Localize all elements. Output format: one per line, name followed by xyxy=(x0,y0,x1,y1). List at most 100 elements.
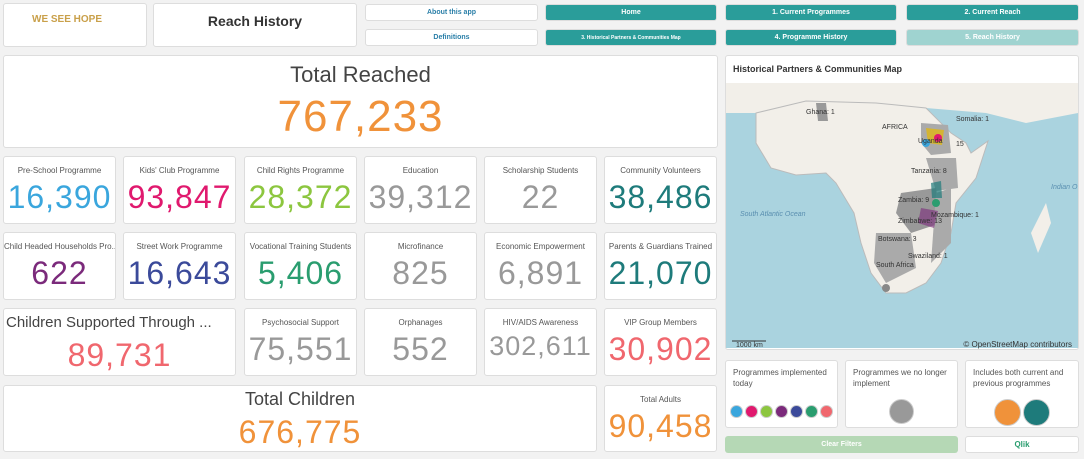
kpi-card: Scholarship Students 22 xyxy=(484,156,597,224)
region xyxy=(816,103,828,121)
logo: WE SEE HOPE xyxy=(32,14,103,25)
kpi-value: 16,390 xyxy=(7,179,112,215)
kpi-value: 767,233 xyxy=(277,92,444,141)
kpi-label: Vocational Training Students xyxy=(249,242,352,251)
qlik-logo: Qlik xyxy=(965,436,1079,453)
kpi-value: 6,891 xyxy=(497,255,584,291)
legend-dot xyxy=(730,405,743,418)
kpi-label: Scholarship Students xyxy=(502,166,579,175)
map-label: Mozambique: 1 xyxy=(931,212,979,219)
map-attribution: © OpenStreetMap contributors xyxy=(963,340,1072,349)
kpi-label: Pre-School Programme xyxy=(17,166,102,175)
kpi-card: Education 39,312 xyxy=(364,156,477,224)
nav-button[interactable]: Home xyxy=(545,4,717,21)
map-label: Zimbabwe: 13 xyxy=(898,218,942,225)
legend-dot xyxy=(745,405,758,418)
map-title: Historical Partners & Communities Map xyxy=(733,64,903,74)
map-label: AFRICA xyxy=(882,124,908,131)
kpi-label: VIP Group Members xyxy=(624,318,697,327)
kpi-card: VIP Group Members 30,902 xyxy=(604,308,717,376)
logo-box: WE SEE HOPE xyxy=(3,3,147,47)
map-label: 15 xyxy=(956,141,964,148)
total-children: Total Children 676,775 xyxy=(3,385,597,452)
clear-filters-button[interactable]: Clear Filters xyxy=(725,436,958,453)
kpi-card: Child Headed Households Pro... 622 xyxy=(3,232,116,300)
nav-button[interactable]: 5. Reach History xyxy=(906,29,1079,46)
kpi-label: Child Rights Programme xyxy=(256,166,345,175)
legend-dots xyxy=(966,399,1078,426)
legend-text: Programmes we no longer implement xyxy=(853,368,947,388)
kpi-value: 16,643 xyxy=(127,255,232,291)
legend-text: Includes both current and previous progr… xyxy=(973,368,1064,388)
nav-button[interactable]: 4. Programme History xyxy=(725,29,897,46)
nav-button[interactable]: 2. Current Reach xyxy=(906,4,1079,21)
legend-dots xyxy=(726,405,837,418)
kpi-value: 302,611 xyxy=(489,331,592,361)
nav-button[interactable]: Definitions xyxy=(365,29,538,46)
kpi-card: Community Volunteers 38,486 xyxy=(604,156,717,224)
kpi-label: Psychosocial Support xyxy=(262,318,339,327)
legend-dot xyxy=(805,405,818,418)
kpi-value: 93,847 xyxy=(127,179,232,215)
kpi-value: 622 xyxy=(31,255,88,291)
kpi-card: Street Work Programme 16,643 xyxy=(123,232,236,300)
kpi-card: Economic Empowerment 6,891 xyxy=(484,232,597,300)
marker xyxy=(882,284,890,292)
kpi-label: Community Volunteers xyxy=(620,166,701,175)
kpi-label: HIV/AIDS Awareness xyxy=(502,318,579,327)
kpi-value: 676,775 xyxy=(238,414,362,450)
kpi-label: Street Work Programme xyxy=(136,242,223,251)
kpi-card: Vocational Training Students 5,406 xyxy=(244,232,357,300)
map-panel: Historical Partners & Communities Map Gh… xyxy=(725,55,1079,350)
kpi-value: 5,406 xyxy=(257,255,344,291)
map-label: Botswana: 3 xyxy=(878,236,917,243)
kpi-value: 21,070 xyxy=(608,255,713,291)
region xyxy=(918,208,938,228)
kpi-card: Child Rights Programme 28,372 xyxy=(244,156,357,224)
land xyxy=(726,83,1078,123)
kpi-label: Orphanages xyxy=(398,318,443,327)
marker xyxy=(922,139,930,147)
kpi-label: Education xyxy=(402,166,439,175)
kpi-value: 38,486 xyxy=(608,179,713,215)
total-adults: Total Adults 90,458 xyxy=(604,385,717,452)
total-reached: Total Reached 767,233 xyxy=(3,55,718,148)
kpi-card: Parents & Guardians Trained 21,070 xyxy=(604,232,717,300)
kpi-value: 75,551 xyxy=(248,331,353,367)
map-label: Ghana: 1 xyxy=(806,109,835,116)
kpi-value: 552 xyxy=(392,331,449,367)
kpi-label: Economic Empowerment xyxy=(496,242,585,251)
madagascar xyxy=(1031,203,1051,253)
legend-dot xyxy=(820,405,833,418)
map-label: Swaziland: 1 xyxy=(908,253,948,260)
kpi-card: Psychosocial Support 75,551 xyxy=(244,308,357,376)
kpi-label: Microfinance xyxy=(397,242,444,251)
region xyxy=(931,181,942,198)
map-label: Uganda xyxy=(918,138,943,145)
legend-dots xyxy=(846,399,957,424)
legend-card: Programmes we no longer implement xyxy=(845,360,958,428)
map-label: Zambia: 9 xyxy=(898,197,929,204)
map-label: South Africa xyxy=(876,262,914,269)
kpi-label: Total Reached xyxy=(290,62,431,87)
nav-button[interactable]: About this app xyxy=(365,4,538,21)
legend-text: Programmes implemented today xyxy=(733,368,827,388)
kpi-value: 825 xyxy=(392,255,449,291)
kpi-card: Microfinance 825 xyxy=(364,232,477,300)
kpi-value: 89,731 xyxy=(67,337,172,373)
nav-button[interactable]: 1. Current Programmes xyxy=(725,4,897,21)
page-title: Reach History xyxy=(207,13,303,29)
kpi-label: Children Supported Through ... xyxy=(6,314,212,331)
kpi-label: Total Children xyxy=(244,389,356,409)
legend-dot xyxy=(1023,399,1050,426)
nav-button[interactable]: 3. Historical Partners & Communities Map xyxy=(545,29,717,46)
kpi-card: Children Supported Through ... 89,731 xyxy=(3,308,236,376)
region xyxy=(874,233,916,283)
map-label: Indian O xyxy=(1051,184,1078,191)
kpi-card: Pre-School Programme 16,390 xyxy=(3,156,116,224)
kpi-label: Child Headed Households Pro... xyxy=(4,242,115,251)
legend-card: Includes both current and previous progr… xyxy=(965,360,1079,428)
title-box: Reach History xyxy=(153,3,357,47)
legend-dot xyxy=(994,399,1021,426)
